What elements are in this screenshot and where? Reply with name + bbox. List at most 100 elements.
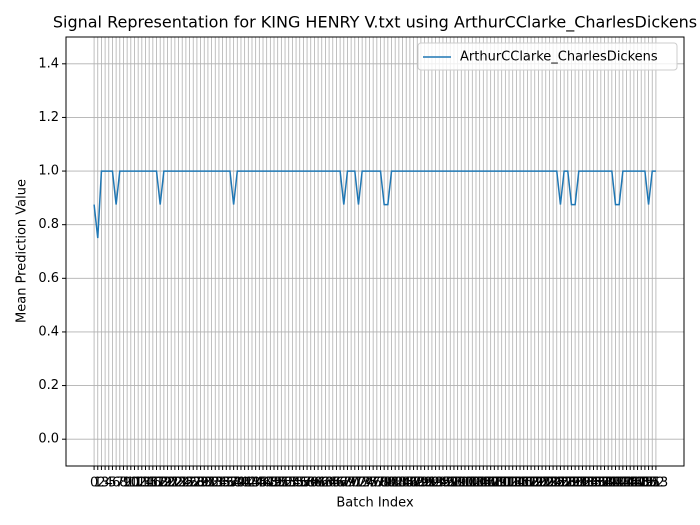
x-tick-label: 135 — [577, 476, 602, 491]
x-tick-label: 73 — [354, 476, 371, 491]
x-tick-label: 89 — [413, 476, 430, 491]
x-tick-label: 17 — [148, 476, 165, 491]
x-tick-label: 98 — [446, 476, 463, 491]
x-tick-label: 52 — [277, 476, 294, 491]
x-tick-label: 144 — [610, 476, 635, 491]
x-tick-label: 107 — [475, 476, 500, 491]
x-tick-label: 133 — [570, 476, 595, 491]
y-tick-label: 1.0 — [38, 164, 59, 179]
x-tick-label: 70 — [343, 476, 360, 491]
x-tick-label: 131 — [563, 476, 588, 491]
x-tick-label: 35 — [214, 476, 231, 491]
x-tick-label: 118 — [515, 476, 540, 491]
x-tick-label: 81 — [383, 476, 400, 491]
x-tick-label: 141 — [599, 476, 624, 491]
x-tick-label: 8 — [119, 476, 127, 491]
x-tick-label: 106 — [471, 476, 496, 491]
y-tick-label: 1.2 — [38, 110, 59, 125]
x-tick-label: 112 — [493, 476, 518, 491]
plot — [93, 170, 656, 239]
x-tick-label: 75 — [361, 476, 378, 491]
x-tick-label: 77 — [369, 476, 386, 491]
x-tick-label: 129 — [555, 476, 580, 491]
x-tick-label: 143 — [607, 476, 632, 491]
x-tick-label: 10 — [123, 476, 140, 491]
x-tick-label: 4 — [105, 476, 113, 491]
x-axis-label: Batch Index — [336, 496, 414, 511]
x-tick-label: 14 — [137, 476, 154, 491]
x-tick-label: 53 — [280, 476, 297, 491]
x-tick-label: 114 — [500, 476, 525, 491]
x-tick-label: 116 — [508, 476, 533, 491]
x-tick-label: 124 — [537, 476, 562, 491]
x-tick-label: 20 — [159, 476, 176, 491]
x-tick-label: 152 — [640, 476, 665, 491]
x-tick-label: 32 — [203, 476, 220, 491]
x-tick-label: 78 — [372, 476, 389, 491]
x-tick-label: 30 — [196, 476, 213, 491]
x-tick-label: 148 — [625, 476, 650, 491]
x-tick-label: 0 — [90, 476, 98, 491]
x-tick-label: 47 — [258, 476, 275, 491]
x-tick-label: 87 — [405, 476, 422, 491]
y-tick-label: 1.4 — [38, 56, 59, 71]
legend: ArthurCClarke_CharlesDickens — [417, 42, 678, 71]
x-tick-label: 109 — [482, 476, 507, 491]
y-tick-label: 0.4 — [38, 324, 59, 339]
x-tick-label: 67 — [332, 476, 349, 491]
x-tick-label: 13 — [134, 476, 151, 491]
x-tick-label: 72 — [350, 476, 367, 491]
x-tick-label: 104 — [464, 476, 489, 491]
x-tick-label: 50 — [269, 476, 286, 491]
x-tick-label: 151 — [636, 476, 661, 491]
x-tick-label: 120 — [522, 476, 547, 491]
x-tick-label: 153 — [643, 476, 668, 491]
x-tick-label: 101 — [453, 476, 478, 491]
x-tick-label: 136 — [581, 476, 606, 491]
x-tick-label: 110 — [486, 476, 511, 491]
x-tick-label: 2 — [97, 476, 105, 491]
x-tick-label: 86 — [402, 476, 419, 491]
x-tick-label: 88 — [409, 476, 426, 491]
x-tick-label: 142 — [603, 476, 628, 491]
x-tick-label: 33 — [207, 476, 224, 491]
x-tick-label: 48 — [262, 476, 279, 491]
x-tick-label: 84 — [394, 476, 411, 491]
x-tick-label: 103 — [460, 476, 485, 491]
x-tick-label: 12 — [130, 476, 147, 491]
grid — [66, 37, 684, 466]
x-tick-label: 39 — [229, 476, 246, 491]
x-tick-label: 22 — [167, 476, 184, 491]
x-tick-label: 92 — [424, 476, 441, 491]
x-tick-label: 31 — [200, 476, 217, 491]
x-tick-label: 91 — [420, 476, 437, 491]
data-line — [93, 170, 656, 239]
x-tick-label: 25 — [178, 476, 195, 491]
x-tick-label: 49 — [266, 476, 283, 491]
legend-label: ArthurCClarke_CharlesDickens — [460, 50, 658, 65]
chart-title: Signal Representation for KING HENRY V.t… — [53, 13, 697, 33]
x-tick-label: 100 — [449, 476, 474, 491]
x-tick-label: 16 — [145, 476, 162, 491]
x-tick-label: 95 — [435, 476, 452, 491]
x-tick-label: 125 — [541, 476, 566, 491]
x-tick-label: 115 — [504, 476, 529, 491]
x-tick-label: 60 — [306, 476, 323, 491]
x-tick-label: 108 — [478, 476, 503, 491]
x-tick-label: 76 — [365, 476, 382, 491]
x-tick-label: 150 — [632, 476, 657, 491]
x-tick-label: 139 — [592, 476, 617, 491]
x-tick-label: 134 — [574, 476, 599, 491]
x-tick-label: 3 — [101, 476, 109, 491]
x-tick-label: 1 — [94, 476, 102, 491]
x-tick-label: 41 — [236, 476, 253, 491]
x-tick-label: 46 — [255, 476, 272, 491]
x-tick-label: 99 — [449, 476, 466, 491]
x-tick-label: 51 — [273, 476, 290, 491]
x-tick-label: 149 — [629, 476, 654, 491]
x-tick-label: 126 — [544, 476, 569, 491]
x-tick-label: 54 — [284, 476, 301, 491]
x-tick-label: 74 — [358, 476, 375, 491]
